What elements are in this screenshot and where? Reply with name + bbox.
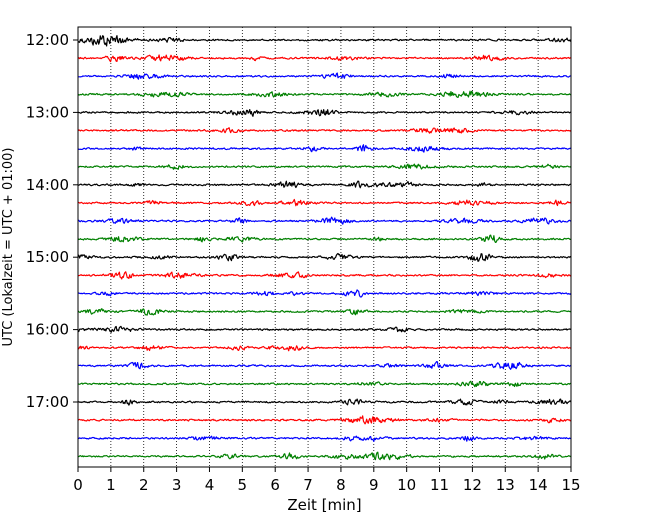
x-tick-label: 15: [561, 476, 580, 494]
x-tick-label: 11: [430, 476, 449, 494]
trace-1245: [77, 90, 572, 98]
trace-1530: [77, 289, 572, 298]
y-tick-label: 14:00: [26, 176, 69, 194]
trace-1430: [77, 216, 572, 225]
x-tick-label: 13: [496, 476, 515, 494]
trace-1715: [77, 415, 572, 425]
trace-1445: [77, 234, 572, 244]
trace-1545: [77, 308, 572, 316]
x-tick-label: 12: [463, 476, 482, 494]
trace-1330: [77, 144, 572, 153]
trace-1200: [77, 35, 572, 47]
x-tick-label: 4: [205, 476, 215, 494]
x-tick-label: 2: [139, 476, 149, 494]
trace-1730: [77, 435, 572, 442]
trace-1215: [77, 54, 572, 63]
vertical-gridlines: [110, 27, 539, 467]
trace-1700: [77, 398, 572, 406]
x-tick-label: 8: [336, 476, 346, 494]
x-tick-label: 0: [73, 476, 83, 494]
y-tick-label: 16:00: [26, 321, 69, 339]
trace-1400: [77, 180, 572, 189]
trace-1415: [77, 198, 572, 207]
y-tick-label: 17:00: [26, 393, 69, 411]
trace-1630: [77, 361, 572, 370]
trace-1600: [77, 325, 572, 333]
x-tick-label: 10: [397, 476, 416, 494]
y-axis-label: UTC (Lokalzeit = UTC + 01:00): [1, 148, 16, 347]
x-axis-ticks: 0 1 2 3 4 5 6 7 8 9 10 11 12 13 14 15: [73, 467, 581, 494]
x-tick-label: 9: [369, 476, 379, 494]
trace-1515: [77, 271, 572, 280]
trace-1745: [77, 451, 572, 461]
trace-series-group: [77, 35, 572, 461]
y-tick-label: 13:00: [26, 103, 69, 121]
trace-1230: [78, 72, 572, 80]
plot-background: [78, 27, 571, 467]
trace-1615: [77, 345, 572, 352]
x-tick-label: 1: [106, 476, 116, 494]
plot-frame: [77, 26, 572, 468]
x-tick-label: 14: [529, 476, 548, 494]
x-tick-label: 6: [270, 476, 280, 494]
x-tick-label: 5: [238, 476, 248, 494]
x-axis-label: Zeit [min]: [287, 496, 361, 514]
y-tick-label: 12:00: [26, 31, 69, 49]
trace-1345: [77, 163, 572, 170]
y-axis-ticks: 12:00 13:00 14:00 15:00 16:00 17:00: [26, 31, 78, 411]
x-tick-label: 7: [303, 476, 313, 494]
trace-1315: [77, 127, 572, 134]
trace-1300: [77, 109, 572, 117]
y-tick-label: 15:00: [26, 248, 69, 266]
x-tick-label: 3: [172, 476, 182, 494]
trace-1500: [77, 252, 572, 262]
trace-1645: [77, 380, 572, 388]
